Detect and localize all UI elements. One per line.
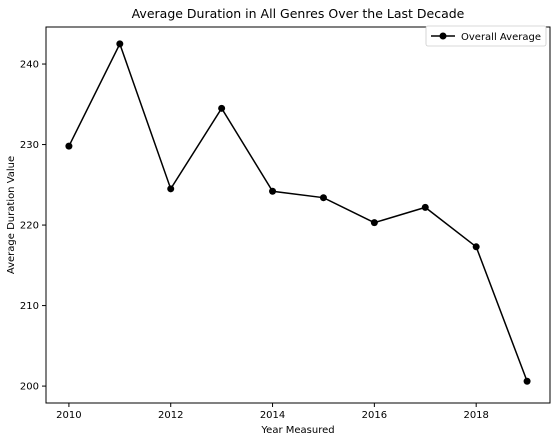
data-point (167, 185, 175, 193)
data-point (370, 219, 378, 227)
x-axis-label: Year Measured (260, 425, 334, 436)
legend: Overall Average (425, 25, 547, 47)
x-tick-label: 2018 (463, 410, 488, 421)
x-tick-label: 2012 (158, 410, 183, 421)
data-point (116, 40, 124, 48)
legend-box (425, 25, 547, 47)
y-tick-label: 210 (20, 301, 39, 312)
data-point (65, 142, 73, 150)
y-tick-label: 230 (20, 140, 39, 151)
axis-ticks: 2010 2012 2014 2016 2018 200 210 220 230 240 (20, 60, 489, 421)
data-point (269, 187, 277, 195)
legend-entry-overall-average: Overall Average (461, 32, 541, 43)
x-tick-label: 2010 (56, 410, 81, 421)
series-line-overall-average (68, 41, 528, 382)
y-tick-label: 200 (20, 382, 39, 393)
legend-marker-swatch (439, 32, 447, 40)
x-tick-label: 2016 (362, 410, 387, 421)
data-point (218, 104, 226, 112)
x-tick-label: 2014 (260, 410, 285, 421)
y-axis-label: Average Duration Value (6, 156, 17, 274)
data-point (421, 203, 429, 211)
chart-title: Average Duration in All Genres Over the … (132, 6, 465, 21)
series-group (65, 40, 531, 385)
y-tick-label: 240 (20, 60, 39, 71)
data-point (472, 243, 480, 251)
plot-area-frame (45, 26, 551, 404)
y-tick-label: 220 (20, 221, 39, 232)
data-point (319, 194, 327, 202)
data-point (523, 377, 531, 385)
